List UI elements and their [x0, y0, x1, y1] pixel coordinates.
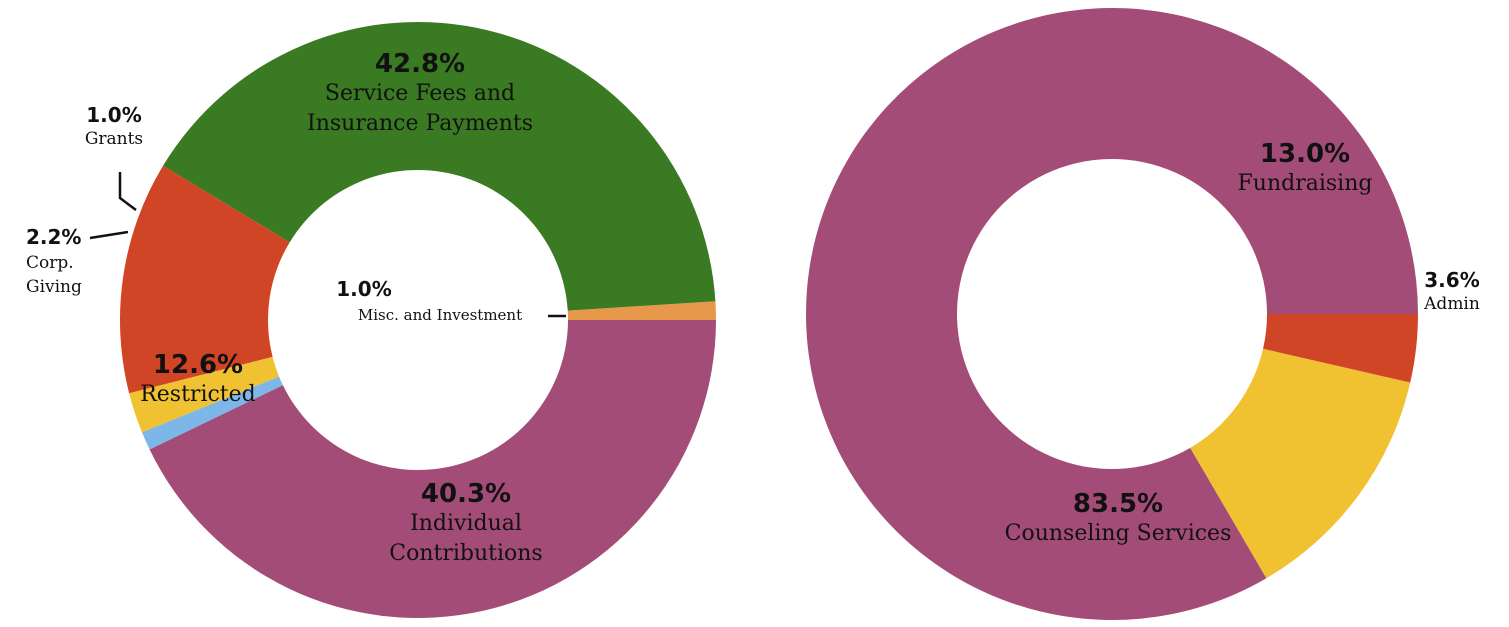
category-label-misc-and-investment-line-1: Misc. and Investment: [358, 306, 522, 324]
category-label-counseling-services-line-1: Counseling Services: [1005, 521, 1232, 546]
slice-service-fees-and-insurance-payments: [149, 320, 716, 619]
pct-label-corp-giving: 2.2%: [26, 225, 81, 249]
income-donut-chart: 1.0% Misc. and Investment 40.3%Individual C…: [26, 22, 716, 619]
pct-label-misc-and-investment: 1.0%: [336, 277, 391, 301]
pct-label-service-fees-and-insurance-payments: 42.8%: [375, 49, 465, 79]
slice-individual-contributions: [163, 22, 716, 311]
pct-label-restricted: 12.6%: [153, 350, 243, 380]
pct-label-individual-contributions: 40.3%: [421, 479, 511, 509]
slice-grants: [142, 376, 283, 450]
slice-fundraising: [1190, 348, 1411, 579]
pct-label-grants: 1.0%: [86, 103, 141, 127]
slice-corp-giving: [129, 356, 280, 433]
category-label-admin-line-1: Admin: [1423, 294, 1480, 314]
category-label-grants-line-1: Grants: [85, 129, 143, 149]
category-label-individual-contributions-line-2: Contributions: [389, 541, 542, 566]
category-label-service-fees-and-insurance-payments-line-2: Insurance Payments: [307, 111, 533, 136]
slice-admin: [1263, 314, 1418, 383]
pct-label-counseling-services: 83.5%: [1073, 489, 1163, 519]
category-label-individual-contributions-line-1: Individual: [410, 511, 522, 536]
slice-counseling-services: [806, 7, 1418, 620]
category-label-service-fees-and-insurance-payments-line-1: Service Fees and: [325, 81, 515, 106]
category-label-restricted-line-1: Restricted: [140, 382, 256, 407]
slice-restricted: [119, 165, 290, 394]
leader-line-grants: [118, 172, 137, 211]
expense-donut-chart: 83.5%Counseling Services 13.0%Fundraising…: [806, 7, 1480, 620]
category-label-corp-giving-line-1: Corp.: [26, 253, 74, 273]
leader-line-corp-giving: [89, 230, 129, 240]
category-label-fundraising-line-1: Fundraising: [1238, 171, 1373, 196]
pct-label-fundraising: 13.0%: [1260, 139, 1350, 169]
category-label-corp-giving-line-2: Giving: [26, 277, 82, 297]
pct-label-admin: 3.6%: [1424, 268, 1479, 292]
slice-misc-and-investment: [567, 301, 716, 320]
